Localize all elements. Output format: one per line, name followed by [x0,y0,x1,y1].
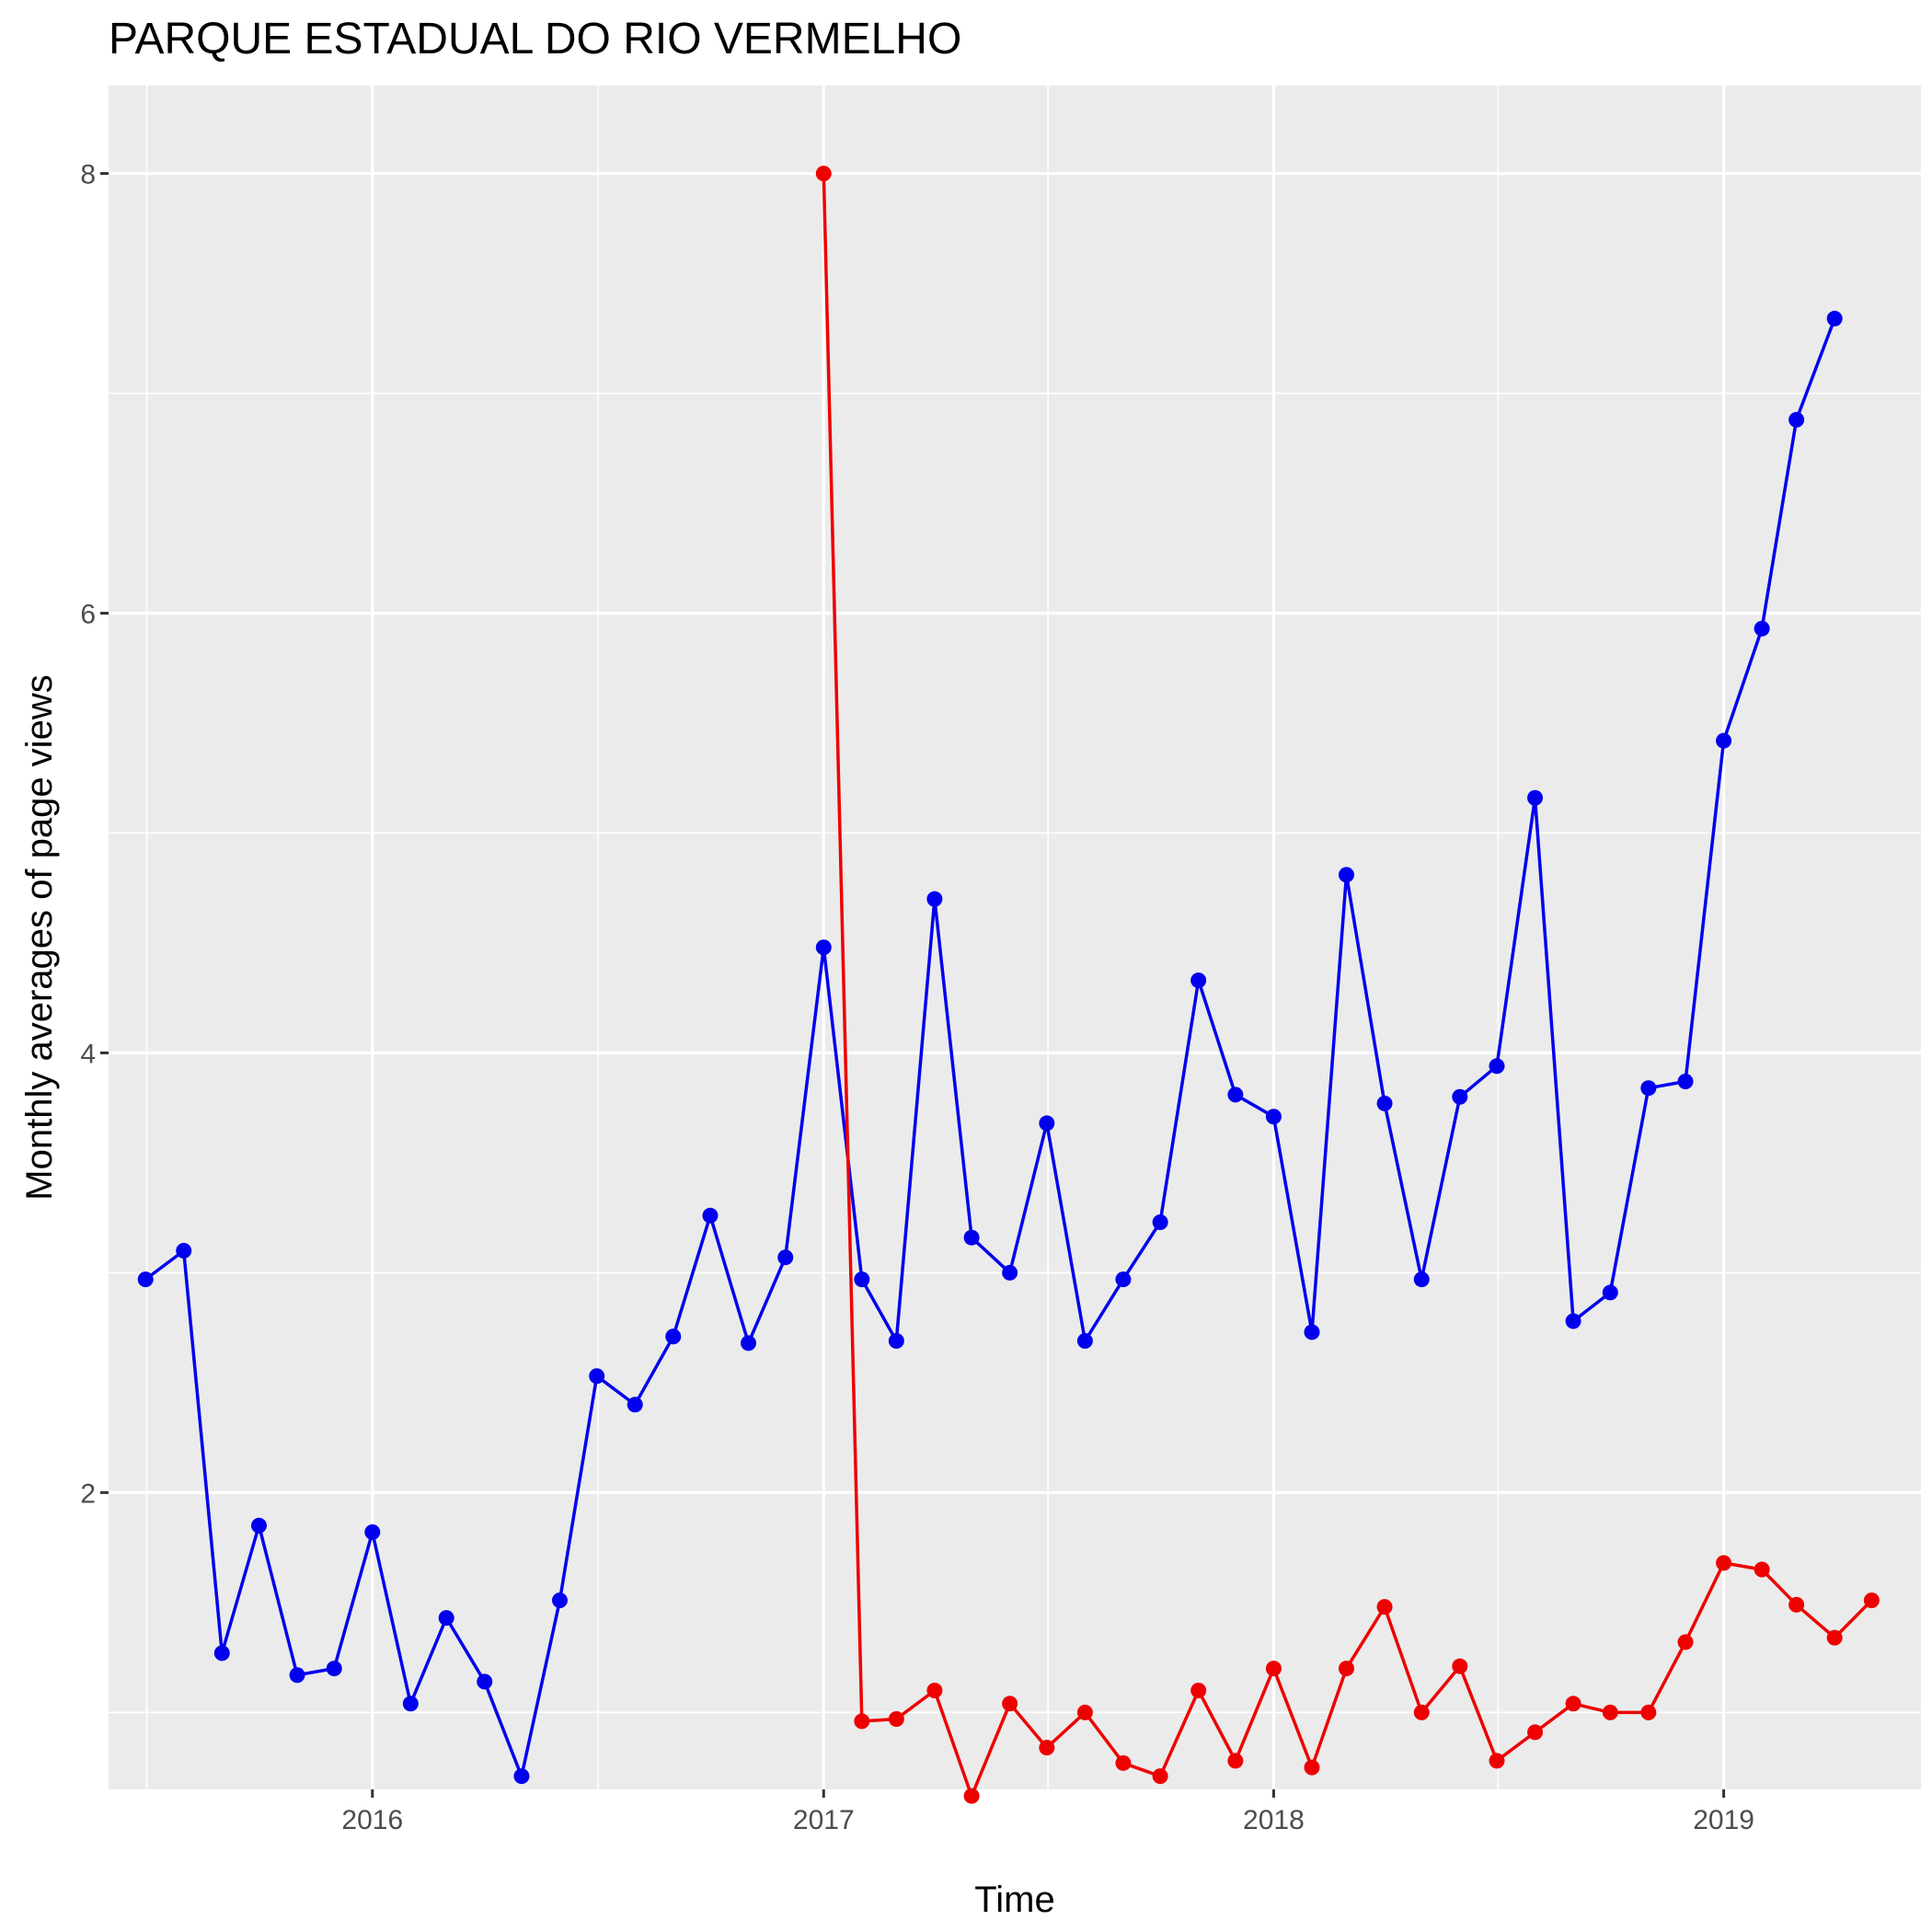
y-tick-label: 8 [80,160,96,190]
data-point [815,939,832,956]
data-point [1716,732,1732,749]
data-point [1826,310,1843,327]
x-tick-label: 2016 [341,1805,403,1835]
data-point [513,1768,530,1785]
data-point [963,1788,980,1804]
data-point [1754,620,1770,637]
data-point [1677,1074,1694,1090]
data-point [1565,1313,1581,1329]
data-point [1788,1596,1805,1613]
data-point [1304,1759,1320,1776]
data-point [1039,1740,1055,1756]
data-point [1677,1634,1694,1650]
data-point [1527,1724,1544,1741]
data-point [1338,867,1354,883]
data-point [815,166,832,182]
data-point [402,1696,419,1712]
data-point [963,1229,980,1246]
data-point [1265,1109,1282,1125]
data-point [1788,411,1805,428]
x-axis-title: Time [974,1880,1054,1920]
data-point [589,1368,605,1385]
data-point [176,1243,192,1259]
data-point [250,1517,267,1534]
axes: 2 4 6 8 2016 2017 2018 2019 [80,160,1754,1835]
data-point [1640,1704,1657,1720]
data-point [1152,1213,1168,1230]
data-point [1039,1115,1055,1132]
data-point [438,1610,454,1627]
data-point [1076,1333,1093,1350]
data-point [1376,1095,1393,1111]
data-point [1115,1754,1132,1771]
data-point [926,1682,943,1698]
data-point [1602,1284,1618,1301]
data-point [1565,1696,1581,1712]
data-point [1076,1704,1093,1720]
data-point [1602,1704,1618,1720]
series-2 [815,166,1880,1804]
data-point [1152,1768,1168,1785]
data-point [1754,1561,1770,1578]
series-layer [137,166,1880,1804]
data-point [1227,1087,1244,1103]
data-point [1227,1753,1244,1769]
data-point [1413,1704,1430,1720]
plot-panel [109,86,1921,1789]
gridlines [109,86,1921,1789]
data-point [854,1713,870,1730]
data-point [1489,1753,1505,1769]
data-point [1527,789,1544,806]
data-point [1190,1682,1207,1698]
data-point [854,1271,870,1288]
data-point [1826,1629,1843,1646]
series-1 [137,310,1843,1785]
data-point [665,1328,682,1345]
data-point [741,1335,757,1351]
x-tick-label: 2018 [1243,1805,1305,1835]
x-tick-label: 2019 [1693,1805,1754,1835]
y-tick-label: 6 [80,600,96,630]
data-point [1190,972,1207,989]
data-point [326,1661,342,1677]
data-point [1338,1661,1354,1677]
data-point [1413,1271,1430,1288]
x-tick-label: 2017 [793,1805,855,1835]
data-point [1452,1658,1468,1674]
data-point [777,1249,794,1266]
data-point [1265,1661,1282,1677]
data-point [1716,1555,1732,1571]
series-line [144,317,1836,1778]
chart-title: PARQUE ESTADUAL DO RIO VERMELHO [109,15,961,63]
data-point [137,1271,154,1288]
data-point [1115,1271,1132,1288]
data-point [627,1397,643,1413]
data-point [289,1667,305,1684]
data-point [213,1645,230,1662]
data-point [1304,1324,1320,1340]
data-point [1452,1088,1468,1105]
data-point [551,1592,568,1608]
data-point [926,891,943,907]
data-point [888,1333,904,1350]
y-tick-label: 2 [80,1478,96,1509]
data-point [1489,1058,1505,1075]
data-point [364,1524,381,1540]
data-point [702,1207,719,1224]
y-axis-title: Monthly averages of page views [19,674,60,1200]
data-point [1376,1599,1393,1616]
data-point [1863,1592,1880,1608]
data-point [1002,1696,1018,1712]
y-tick-label: 4 [80,1039,96,1069]
data-point [1002,1264,1018,1281]
data-point [888,1711,904,1728]
data-point [477,1673,493,1690]
data-point [1640,1080,1657,1097]
